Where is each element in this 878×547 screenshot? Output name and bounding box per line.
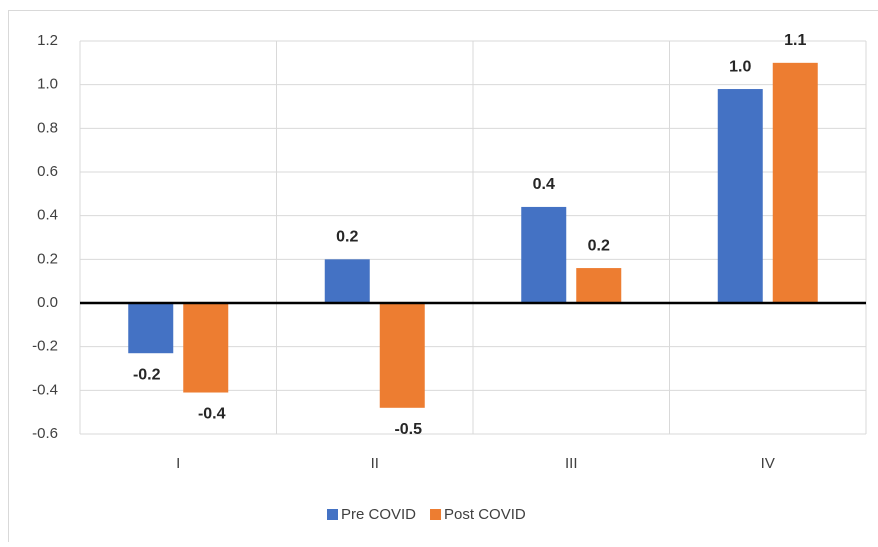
value-label: -0.5 <box>394 421 422 438</box>
x-tick-label: III <box>565 455 578 472</box>
y-tick-label: 0.0 <box>37 294 58 311</box>
bar <box>718 89 763 303</box>
bar <box>576 268 621 303</box>
value-label: 0.4 <box>533 176 555 193</box>
y-tick-label: -0.2 <box>32 338 58 355</box>
bar <box>183 303 228 393</box>
legend-label: Pre COVID <box>341 506 416 523</box>
y-tick-label: 1.0 <box>37 76 58 93</box>
y-tick-label: 1.2 <box>37 32 58 49</box>
value-label: -0.2 <box>133 366 161 383</box>
value-label: -0.4 <box>198 406 226 423</box>
legend-swatch <box>430 509 441 520</box>
value-label: 1.1 <box>784 32 806 49</box>
bar <box>773 63 818 303</box>
y-tick-label: 0.4 <box>37 207 58 224</box>
bar <box>325 259 370 303</box>
bar <box>128 303 173 353</box>
y-tick-label: -0.4 <box>32 381 58 398</box>
y-tick-label: 0.8 <box>37 119 58 136</box>
value-label: 1.0 <box>729 58 751 75</box>
y-tick-label: 0.6 <box>37 163 58 180</box>
x-tick-label: II <box>371 455 379 472</box>
y-tick-label: -0.6 <box>32 425 58 442</box>
legend-label: Post COVID <box>444 506 526 523</box>
x-tick-label: I <box>176 455 180 472</box>
x-tick-label: IV <box>761 455 775 472</box>
legend-swatch <box>327 509 338 520</box>
bar <box>380 303 425 408</box>
value-label: 0.2 <box>588 237 610 254</box>
value-label: 0.2 <box>336 229 358 246</box>
y-tick-label: 0.2 <box>37 250 58 267</box>
bar <box>521 207 566 303</box>
